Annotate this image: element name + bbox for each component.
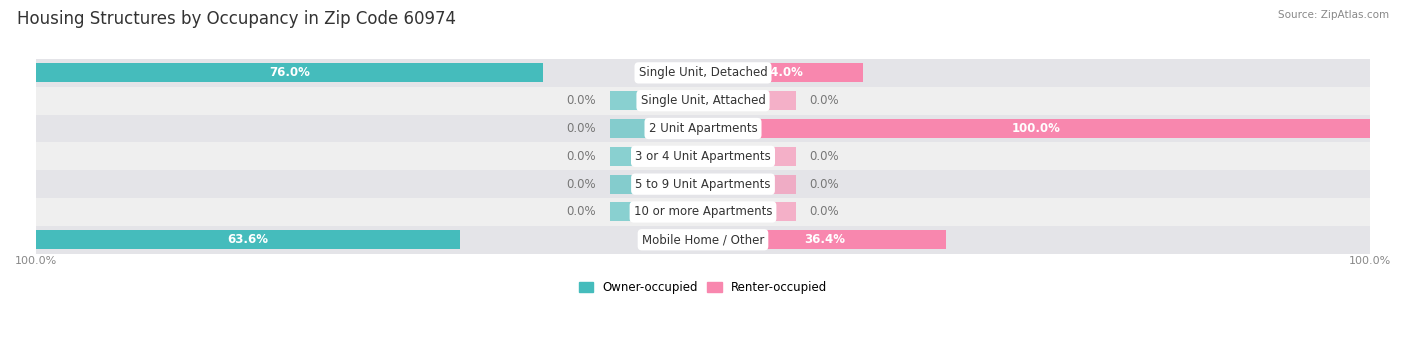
Bar xyxy=(610,175,703,194)
Text: Source: ZipAtlas.com: Source: ZipAtlas.com xyxy=(1278,10,1389,20)
Text: Mobile Home / Other: Mobile Home / Other xyxy=(641,233,765,246)
Text: Single Unit, Detached: Single Unit, Detached xyxy=(638,66,768,79)
Legend: Owner-occupied, Renter-occupied: Owner-occupied, Renter-occupied xyxy=(579,281,827,294)
Bar xyxy=(610,203,703,221)
Text: 76.0%: 76.0% xyxy=(269,66,309,79)
Text: 0.0%: 0.0% xyxy=(567,122,596,135)
Bar xyxy=(610,147,703,166)
Bar xyxy=(37,170,1369,198)
Bar xyxy=(610,119,703,138)
Bar xyxy=(703,203,796,221)
Bar xyxy=(37,87,1369,115)
Text: 10 or more Apartments: 10 or more Apartments xyxy=(634,206,772,219)
Bar xyxy=(37,198,1369,226)
Text: 2 Unit Apartments: 2 Unit Apartments xyxy=(648,122,758,135)
Bar xyxy=(703,91,796,110)
Text: 0.0%: 0.0% xyxy=(810,94,839,107)
Text: 0.0%: 0.0% xyxy=(810,150,839,163)
Text: 0.0%: 0.0% xyxy=(567,94,596,107)
Bar xyxy=(703,147,796,166)
Text: 0.0%: 0.0% xyxy=(567,206,596,219)
Text: 63.6%: 63.6% xyxy=(228,233,269,246)
Bar xyxy=(37,59,1369,87)
Text: Single Unit, Attached: Single Unit, Attached xyxy=(641,94,765,107)
Text: Housing Structures by Occupancy in Zip Code 60974: Housing Structures by Occupancy in Zip C… xyxy=(17,10,456,28)
Bar xyxy=(37,115,1369,143)
Text: 100.0%: 100.0% xyxy=(1012,122,1062,135)
Bar xyxy=(703,230,946,249)
Bar xyxy=(37,63,543,82)
Text: 0.0%: 0.0% xyxy=(810,206,839,219)
Bar xyxy=(37,230,460,249)
Bar xyxy=(610,91,703,110)
Bar xyxy=(37,143,1369,170)
Text: 3 or 4 Unit Apartments: 3 or 4 Unit Apartments xyxy=(636,150,770,163)
Text: 24.0%: 24.0% xyxy=(762,66,803,79)
Bar xyxy=(703,119,1369,138)
Text: 0.0%: 0.0% xyxy=(810,178,839,191)
Text: 0.0%: 0.0% xyxy=(567,150,596,163)
Bar xyxy=(37,226,1369,254)
Text: 36.4%: 36.4% xyxy=(804,233,845,246)
Bar xyxy=(703,63,863,82)
Text: 0.0%: 0.0% xyxy=(567,178,596,191)
Text: 5 to 9 Unit Apartments: 5 to 9 Unit Apartments xyxy=(636,178,770,191)
Bar xyxy=(703,175,796,194)
